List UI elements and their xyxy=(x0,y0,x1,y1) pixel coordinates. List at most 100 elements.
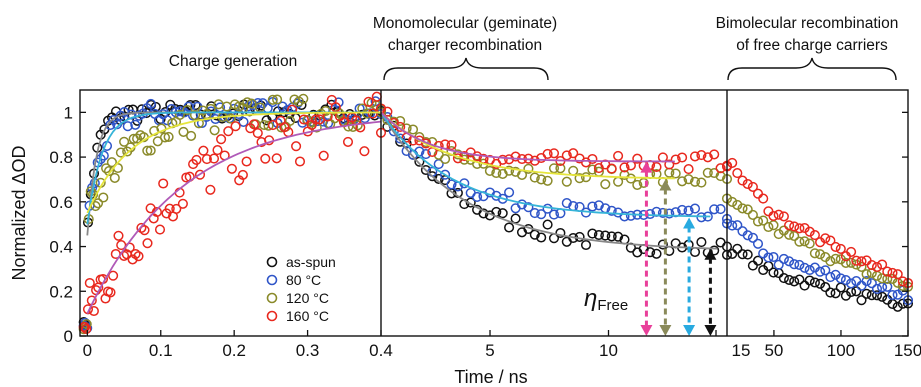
data-point-3 xyxy=(851,255,862,266)
data-point-1 xyxy=(248,100,259,111)
data-point-1 xyxy=(536,209,547,220)
data-point-3 xyxy=(789,221,800,232)
data-point-2 xyxy=(830,253,841,264)
x-tick-label: 0.4 xyxy=(369,341,393,360)
data-point-3 xyxy=(866,260,877,271)
data-point-2 xyxy=(106,157,117,168)
data-point-0 xyxy=(871,290,883,301)
data-point-3 xyxy=(267,120,278,131)
data-point-2 xyxy=(189,110,201,121)
data-point-3 xyxy=(747,181,758,192)
data-point-0 xyxy=(799,280,810,291)
data-point-3 xyxy=(108,270,119,281)
data-point-1 xyxy=(866,278,877,289)
data-point-3 xyxy=(657,152,668,163)
data-point-3 xyxy=(208,153,220,164)
data-point-0 xyxy=(732,243,743,254)
data-point-2 xyxy=(600,179,611,190)
data-point-3 xyxy=(216,134,227,145)
data-point-1 xyxy=(871,283,883,294)
brace-monomolecular xyxy=(383,57,549,81)
data-point-3 xyxy=(794,223,805,234)
data-point-3 xyxy=(446,140,457,151)
data-point-3 xyxy=(414,135,425,146)
data-point-2 xyxy=(98,192,109,203)
data-point-1 xyxy=(794,259,805,270)
data-point-1 xyxy=(606,205,617,216)
data-point-3 xyxy=(861,255,872,266)
data-point-2 xyxy=(856,261,867,272)
data-point-0 xyxy=(747,260,758,271)
data-point-2 xyxy=(529,172,540,183)
data-point-3 xyxy=(212,145,223,156)
data-point-3 xyxy=(696,150,707,161)
y-tick-label: 0.8 xyxy=(49,148,73,167)
data-point-1 xyxy=(768,251,779,263)
data-point-1 xyxy=(825,272,836,283)
data-point-0 xyxy=(696,237,707,248)
data-point-2 xyxy=(119,136,130,147)
data-point-3 xyxy=(542,148,553,159)
data-point-3 xyxy=(784,220,795,231)
brace-bimolecular xyxy=(727,57,897,81)
data-point-2 xyxy=(504,165,515,176)
data-point-1 xyxy=(856,280,867,291)
data-point-1 xyxy=(784,256,795,267)
data-point-3 xyxy=(689,151,701,162)
data-point-2 xyxy=(523,163,534,174)
data-point-1 xyxy=(174,106,186,117)
annotation-charge-generation: Charge generation xyxy=(169,53,297,70)
data-point-1 xyxy=(815,266,826,277)
data-point-0 xyxy=(657,239,668,250)
data-point-2 xyxy=(320,105,331,117)
data-point-3 xyxy=(395,121,406,132)
data-point-0 xyxy=(427,171,438,182)
annotation-monomolecular-line2: charger recombination xyxy=(388,37,542,54)
data-point-3 xyxy=(139,225,150,236)
data-point-1 xyxy=(510,203,521,214)
data-point-2 xyxy=(825,256,836,267)
data-point-1 xyxy=(145,98,156,109)
eta-symbol: η xyxy=(584,285,597,312)
fit-line-decay-0 xyxy=(380,111,718,250)
data-point-2 xyxy=(159,132,171,143)
data-point-3 xyxy=(732,168,743,179)
data-point-0 xyxy=(510,213,521,224)
data-point-3 xyxy=(683,164,694,175)
data-point-3 xyxy=(226,163,237,174)
data-point-0 xyxy=(651,248,662,259)
data-point-2 xyxy=(182,105,193,116)
fit-line-decay-1 xyxy=(380,111,711,218)
data-point-2 xyxy=(484,165,495,176)
data-point-3 xyxy=(252,128,263,139)
data-point-1 xyxy=(420,149,431,160)
data-point-3 xyxy=(248,119,260,130)
x-tick-label: 50 xyxy=(764,341,783,360)
data-point-2 xyxy=(178,126,189,137)
data-point-1 xyxy=(747,232,758,243)
data-point-2 xyxy=(225,113,236,124)
data-point-3 xyxy=(778,211,789,222)
y-tick-label: 0.2 xyxy=(49,282,73,301)
data-point-3 xyxy=(587,153,598,165)
data-point-3 xyxy=(877,259,888,270)
data-point-2 xyxy=(897,280,908,291)
data-point-3 xyxy=(205,184,216,195)
data-point-1 xyxy=(715,204,726,215)
data-point-3 xyxy=(88,305,99,317)
data-point-0 xyxy=(593,229,604,241)
data-point-1 xyxy=(395,133,406,144)
legend-label-as-spun: as-spun xyxy=(286,254,336,270)
data-point-2 xyxy=(587,164,598,175)
data-point-2 xyxy=(555,163,566,174)
data-point-3 xyxy=(81,323,92,335)
data-point-2 xyxy=(670,168,681,179)
data-point-3 xyxy=(613,150,624,161)
annotation-bimolecular-line2: of free charge carriers xyxy=(736,37,888,54)
data-point-2 xyxy=(851,259,862,270)
data-point-2 xyxy=(752,216,764,227)
data-point-2 xyxy=(742,204,753,215)
data-point-2 xyxy=(574,173,585,184)
data-point-3 xyxy=(897,276,908,287)
data-point-2 xyxy=(840,257,851,268)
